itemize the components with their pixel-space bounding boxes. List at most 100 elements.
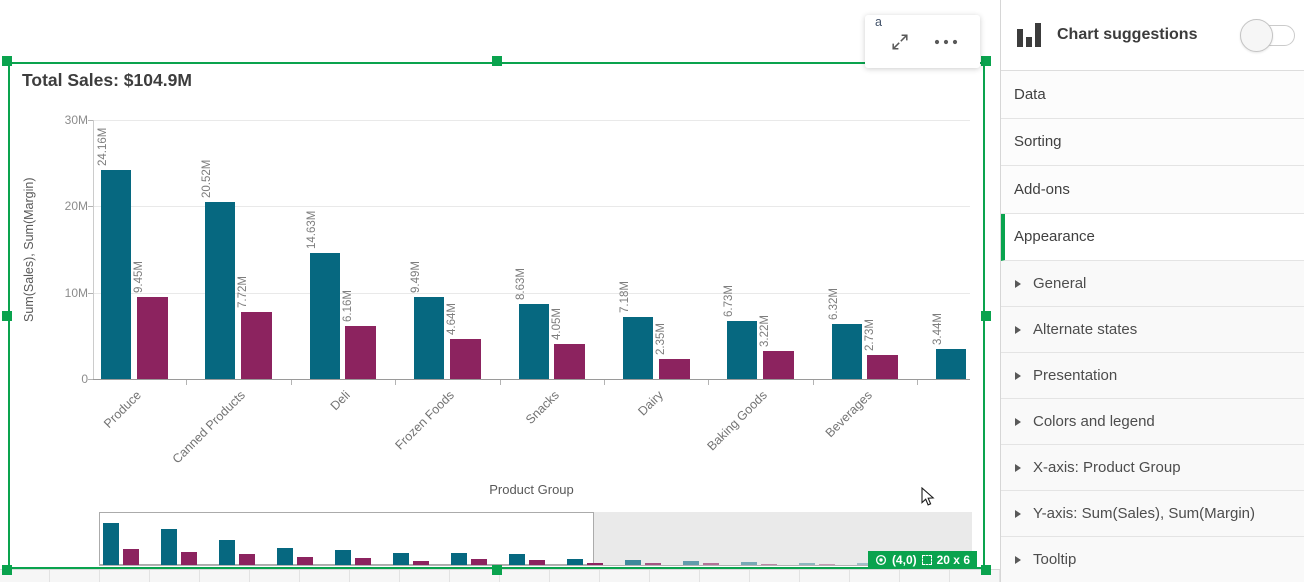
sales-bar[interactable] [623,317,653,379]
margin-bar[interactable] [136,297,168,379]
panel-section-appearance[interactable]: Appearance [1001,213,1304,261]
x-category-label: Baking Goods [704,388,771,454]
nav-margin-bar [413,560,429,565]
panel-subsection-y-axis-sum-sales-sum-margin[interactable]: Y-axis: Sum(Sales), Sum(Margin) [1001,491,1304,537]
margin-bar[interactable] [658,358,690,379]
nav-margin-bar [703,563,719,565]
panel-subsection-presentation[interactable]: Presentation [1001,353,1304,399]
selection-handle[interactable] [491,56,502,66]
sales-value-label: 3.44M [932,313,945,346]
selection-handle[interactable] [2,310,12,321]
panel-section-add-ons[interactable]: Add-ons [1001,166,1304,214]
chart-title: Total Sales: $104.9M [22,70,192,90]
x-tick-mark [290,380,292,385]
navigator-baseline [99,565,972,566]
expand-arrow-icon [1015,325,1021,334]
sales-value-label: 8.63M [514,268,527,301]
selection-handle[interactable] [981,56,991,66]
grid-size-value: 20 x 6 [936,552,970,567]
nav-sales-bar [857,563,873,565]
margin-bar[interactable] [345,325,377,379]
nav-sales-bar [335,549,351,565]
panel-section-sorting[interactable]: Sorting [1001,118,1304,166]
chart-suggestions-toggle[interactable] [1240,19,1295,52]
nav-margin-bar [819,564,835,565]
plot-area: 30M 20M 10M 0 24.16M 9.45M Produce 20.52M 7.72M C… [8,62,985,569]
sales-bar[interactable] [205,201,236,379]
sales-value-label: 9.49M [410,261,423,294]
x-tick-mark [186,380,188,385]
nav-sales-bar [393,552,409,565]
margin-bar[interactable] [554,344,586,379]
nav-sales-bar [799,562,815,565]
x-tick-mark [917,380,919,385]
nav-margin-bar [355,557,371,565]
gridline [94,120,970,121]
x-tick-mark [395,380,397,385]
sales-value-label: 7.18M [619,281,631,313]
margin-bar[interactable] [867,355,899,379]
panel-section-data[interactable]: Data [1001,71,1304,119]
properties-panel: Chart suggestions Data Sorting Add-ons Appe… [1000,0,1304,582]
nav-margin-bar [239,554,255,565]
panel-header: Chart suggestions [1001,0,1304,71]
nav-sales-bar [161,529,177,565]
ellipsis-icon [934,39,957,44]
sales-bar[interactable] [518,304,549,379]
panel-subsection-general[interactable]: General [1001,261,1304,307]
nav-sales-bar [509,554,525,565]
sales-bar[interactable] [414,297,445,379]
mouse-cursor [921,486,935,512]
bar-chart-object[interactable]: Total Sales: $104.9M Sum(Sales), Sum(Mar… [2,56,991,575]
sales-bar[interactable] [727,320,758,379]
y-tick-label: 0 [81,372,88,386]
expand-arrow-icon [1015,279,1021,288]
y-tick-mark [88,292,93,294]
margin-bar[interactable] [240,312,272,379]
y-tick-mark [88,206,93,208]
x-category-label: Canned Products [170,388,249,467]
expand-arrow-icon [1015,371,1021,380]
margin-value-label: 3.22M [759,315,772,348]
selection-handle[interactable] [2,56,12,66]
expand-arrow-icon [1015,509,1021,518]
selection-handle[interactable] [981,310,991,321]
position-icon [875,554,886,565]
panel-subsection-tooltip[interactable]: Tooltip [1001,537,1304,582]
x-tick-mark [604,380,605,385]
nav-sales-bar [219,539,235,565]
y-tick-label: 30M [64,113,88,127]
sales-bar[interactable] [101,170,131,379]
nav-margin-bar [761,563,777,565]
x-category-label: Produce [101,388,144,431]
grid-position-value: (4,0) [891,552,917,567]
selection-handle[interactable] [2,565,12,575]
nav-sales-bar [741,562,757,565]
nav-sales-bar [683,561,699,565]
nav-margin-bar [297,556,313,565]
margin-bar[interactable] [449,338,481,379]
y-tick-mark [88,120,93,121]
x-category-label: Deli [327,388,353,414]
margin-value-label: 4.64M [446,302,459,335]
panel-subsection-x-axis-product-group[interactable]: X-axis: Product Group [1001,445,1304,491]
clipped-text-artifact: a [875,15,882,29]
more-options-button[interactable] [929,25,963,59]
nav-margin-bar [181,551,197,565]
sales-bar[interactable] [309,252,340,379]
sales-value-label: 24.16M [97,128,109,167]
margin-bar[interactable] [762,351,794,379]
sales-bar[interactable] [936,349,967,379]
sales-value-label: 14.63M [305,210,318,249]
expand-icon [891,33,908,50]
sales-bar[interactable] [831,324,862,379]
selection-handle[interactable] [491,565,502,575]
expand-arrow-icon [1015,463,1021,472]
x-category-label: Dairy [635,388,666,419]
panel-subsection-alternate-states[interactable]: Alternate states [1001,307,1304,353]
margin-value-label: 2.35M [655,322,667,355]
expand-button[interactable] [883,25,917,59]
panel-subsection-colors-and-legend[interactable]: Colors and legend [1001,399,1304,445]
y-tick-label: 20M [64,199,88,214]
selection-handle[interactable] [981,565,991,575]
